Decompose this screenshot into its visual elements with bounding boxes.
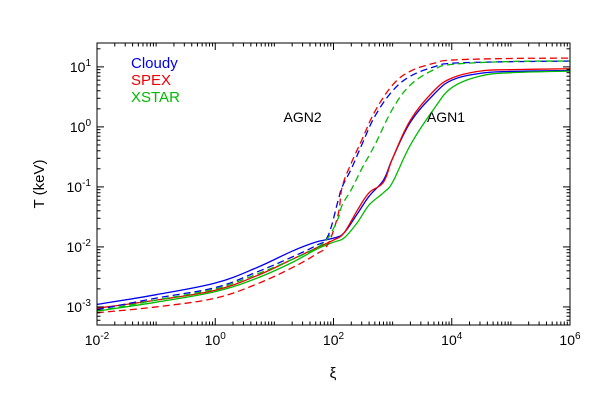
y-tick-label: 100 bbox=[70, 118, 92, 135]
legend-entry-spex: SPEX bbox=[131, 72, 171, 89]
annotation-agn2: AGN2 bbox=[284, 109, 322, 125]
x-tick-label: 102 bbox=[323, 331, 345, 348]
annotations: AGN2 AGN1 bbox=[284, 109, 466, 125]
y-tick-label: 101 bbox=[70, 58, 92, 75]
series-layer bbox=[96, 57, 571, 314]
x-tick-label: 106 bbox=[559, 331, 581, 348]
y-tick-label: 10-2 bbox=[67, 238, 92, 255]
x-tick-label: 10-2 bbox=[85, 331, 110, 348]
plot-area-background bbox=[97, 43, 570, 325]
series-line-cloudy-agn1 bbox=[96, 69, 571, 306]
y-tick-label: 10-1 bbox=[67, 178, 92, 195]
x-axis-title: ξ bbox=[330, 365, 337, 382]
y-tick-labels: 10-3 10-2 10-1 100 101 bbox=[67, 58, 92, 315]
y-axis-title: T (keV) bbox=[31, 160, 48, 209]
series-line-xstar-agn1 bbox=[96, 70, 571, 312]
series-line-xstar-agn2 bbox=[96, 60, 571, 312]
series-line-spex-agn1 bbox=[96, 68, 571, 309]
legend-entry-xstar: XSTAR bbox=[131, 89, 180, 106]
ticks-layer bbox=[96, 43, 571, 326]
y-tick-label: 10-3 bbox=[67, 298, 92, 315]
x-tick-labels: 10-2 100 102 104 106 bbox=[85, 331, 581, 348]
series-line-spex-agn2 bbox=[96, 57, 571, 314]
x-tick-label: 104 bbox=[441, 331, 463, 348]
x-tick-label: 100 bbox=[205, 331, 227, 348]
series-line-cloudy-agn2 bbox=[96, 60, 571, 311]
annotation-agn1: AGN1 bbox=[427, 109, 465, 125]
legend-entry-cloudy: Cloudy bbox=[131, 55, 178, 72]
